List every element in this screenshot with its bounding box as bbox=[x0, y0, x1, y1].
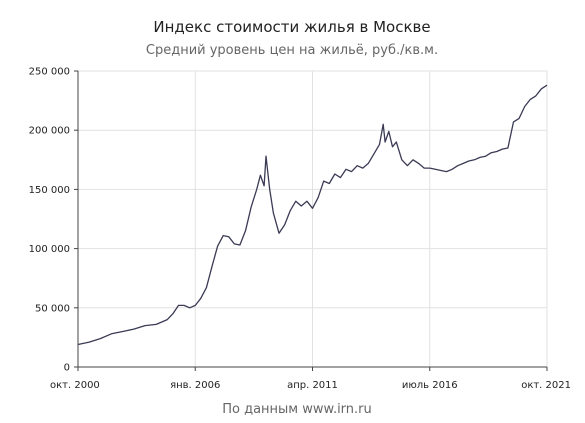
chart-title: Индекс стоимости жилья в Москве bbox=[153, 18, 430, 36]
y-tick-label: 100 000 bbox=[29, 244, 70, 255]
tick-label-layer: 0 50 000 100 000 150 000 200 000 250 000 окт. … bbox=[29, 67, 571, 392]
chart-subtitle: Средний уровень цен на жильё, руб./кв.м. bbox=[146, 43, 438, 58]
axis-layer bbox=[74, 70, 548, 371]
y-tick-label: 250 000 bbox=[29, 67, 70, 78]
x-tick-label: апр. 2011 bbox=[287, 380, 338, 391]
source-note: По данным www.irn.ru bbox=[222, 402, 372, 417]
y-tick-label: 0 bbox=[64, 363, 70, 374]
y-tick-label: 200 000 bbox=[29, 126, 70, 137]
y-tick-label: 150 000 bbox=[29, 185, 70, 196]
series-line bbox=[77, 84, 548, 346]
x-tick-label: июль 2016 bbox=[402, 380, 458, 391]
x-tick-label: окт. 2000 bbox=[50, 380, 100, 391]
x-tick-label: окт. 2021 bbox=[521, 380, 571, 391]
y-tick-label: 50 000 bbox=[35, 303, 70, 314]
series-layer bbox=[77, 84, 548, 346]
grid-layer bbox=[78, 70, 548, 367]
x-tick-label: янв. 2006 bbox=[170, 380, 220, 391]
